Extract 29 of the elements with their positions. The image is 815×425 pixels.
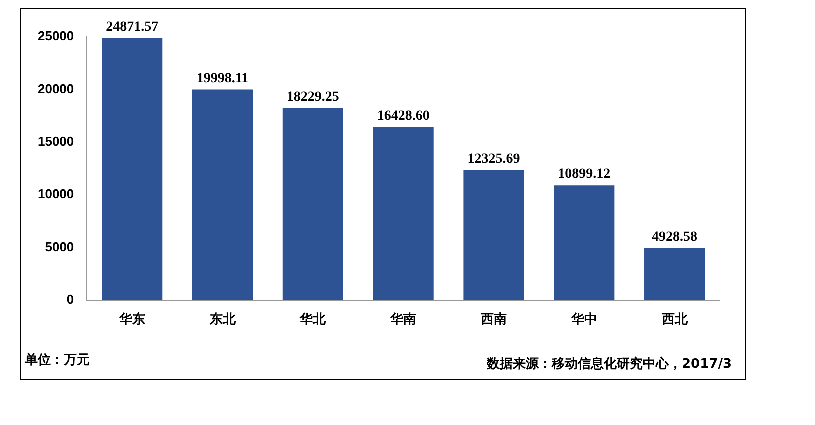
data-label: 19998.11: [196, 71, 249, 86]
y-tick-label: 0: [66, 292, 74, 307]
data-label: 24871.57: [106, 20, 159, 35]
bar: [464, 170, 524, 300]
bar: [554, 186, 615, 300]
data-label: 12325.69: [468, 152, 520, 168]
source-note: 数据来源：移动信息化研究中心，2017/3: [486, 356, 732, 372]
data-label: 16428.60: [377, 108, 430, 124]
x-tick-label: 华南: [390, 312, 417, 328]
x-tick-label: 华北: [299, 312, 328, 328]
y-tick-label: 15000: [38, 134, 74, 149]
y-tick-label: 5000: [45, 239, 74, 254]
x-tick-label: 东北: [208, 312, 237, 328]
y-tick-label: 20000: [38, 81, 74, 96]
x-tick-label: 华中: [570, 312, 598, 328]
bar: [282, 108, 344, 300]
x-tick-label: 华东: [118, 312, 146, 328]
bar: [102, 38, 163, 300]
bar: [373, 127, 434, 300]
y-tick-label: 10000: [38, 186, 74, 202]
y-tick-label: 25000: [38, 28, 74, 44]
x-tick-label: 西北: [660, 312, 689, 328]
data-label: 4928.58: [652, 230, 698, 246]
bar: [192, 90, 254, 300]
data-label: 18229.25: [286, 90, 340, 105]
text: 单位：万元: [24, 352, 90, 368]
x-tick-label: 西南: [480, 312, 507, 328]
data-label: 10899.12: [558, 167, 611, 182]
bar: [644, 248, 706, 300]
